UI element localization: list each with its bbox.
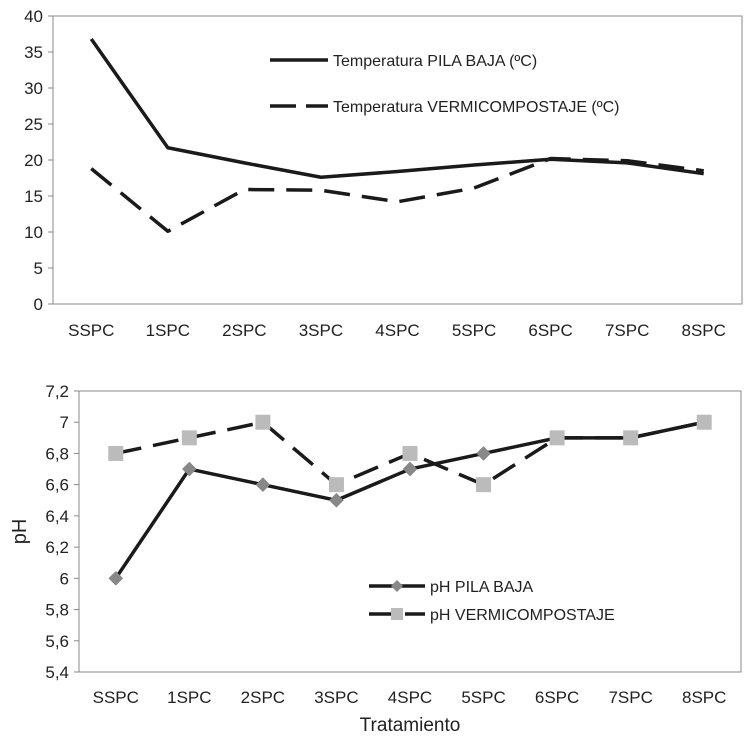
x-tick-label: 6SPC [528,321,572,340]
y-tick-label: 0 [34,295,43,314]
series-2-point [623,430,639,446]
series-line-1 [114,420,705,580]
legend-label-2: Temperatura VERMICOMPOSTAJE (ºC) [333,99,619,116]
x-tick-label: SSPC [68,321,114,340]
series-1-point [108,570,124,586]
y-tick-label: 5,4 [45,663,69,682]
y-tick-label: 7,2 [45,382,69,401]
series-2-point [549,430,565,446]
x-tick-label: 3SPC [299,321,343,340]
y-tick-label: 30 [24,79,43,98]
legend-label-2: pH VERMICOMPOSTAJE [430,607,615,624]
series-1-point [181,461,197,477]
y-tick-label: 6 [60,569,69,588]
series-1-point [329,492,344,508]
x-tick-label: 7SPC [608,688,652,707]
x-tick-label: SSPC [93,688,139,707]
y-tick-label: 6,2 [45,538,69,557]
ph-chart: 5,4 5,6 5,8 6 6,2 6,4 6,6 6,8 7 7,2 SSPC 1SPC 2SPC 3S… [9,382,742,736]
y-tick-label: 6,6 [45,476,69,495]
x-axis-title: Tratamiento [360,715,461,736]
legend-marker-1 [391,580,403,592]
x-tick-label: 5SPC [461,688,505,707]
y-tick-label: 7 [60,413,69,432]
series-1-point [255,477,271,493]
y-tick-label: 10 [24,223,43,242]
series-2-point [328,477,344,493]
y-tick-label: 25 [24,115,43,134]
y-tick-label: 40 [24,7,43,26]
x-tick-label: 1SPC [167,688,211,707]
series-line-2 [90,156,704,234]
x-tick-label: 5SPC [452,321,496,340]
x-tick-label: 8SPC [682,321,726,340]
plot-frame [78,390,742,673]
y-tick-label: 5 [34,259,43,278]
series-2-point [108,445,124,461]
y-tick-label: 35 [24,43,43,62]
x-tick-label: 1SPC [146,321,190,340]
series-2-point [476,477,492,493]
x-tick-label: 4SPC [388,688,432,707]
y-tick-label: 5,8 [45,601,69,620]
x-tick-label: 7SPC [605,321,649,340]
series-2-point [402,445,418,461]
y-tick-label: 20 [24,151,43,170]
x-tick-label: 8SPC [682,688,726,707]
series-2-point [696,414,712,430]
series-2-point [255,414,271,430]
x-tick-label: 4SPC [375,321,419,340]
y-tick-label: 5,6 [45,632,69,651]
y-tick-label: 15 [24,187,43,206]
series-1-point [476,446,491,461]
y-axis-title: pH [9,519,31,545]
y-tick-label: 6,4 [45,507,69,526]
legend-marker-2 [391,608,403,620]
series-2-point [181,430,197,446]
x-tick-label: 2SPC [241,688,285,707]
x-tick-label: 2SPC [222,321,266,340]
series-1-point [402,461,418,477]
x-tick-label: 6SPC [535,688,579,707]
y-tick-label: 6,8 [45,444,69,463]
temperature-chart: 0 5 10 15 20 25 30 35 40 SSPC 1SPC 2SPC 3SPC 4SPC 5SPC… [24,7,743,340]
legend-label-1: Temperatura PILA BAJA (ºC) [333,53,537,70]
legend-label-1: pH PILA BAJA [430,579,533,596]
x-tick-label: 3SPC [314,688,358,707]
